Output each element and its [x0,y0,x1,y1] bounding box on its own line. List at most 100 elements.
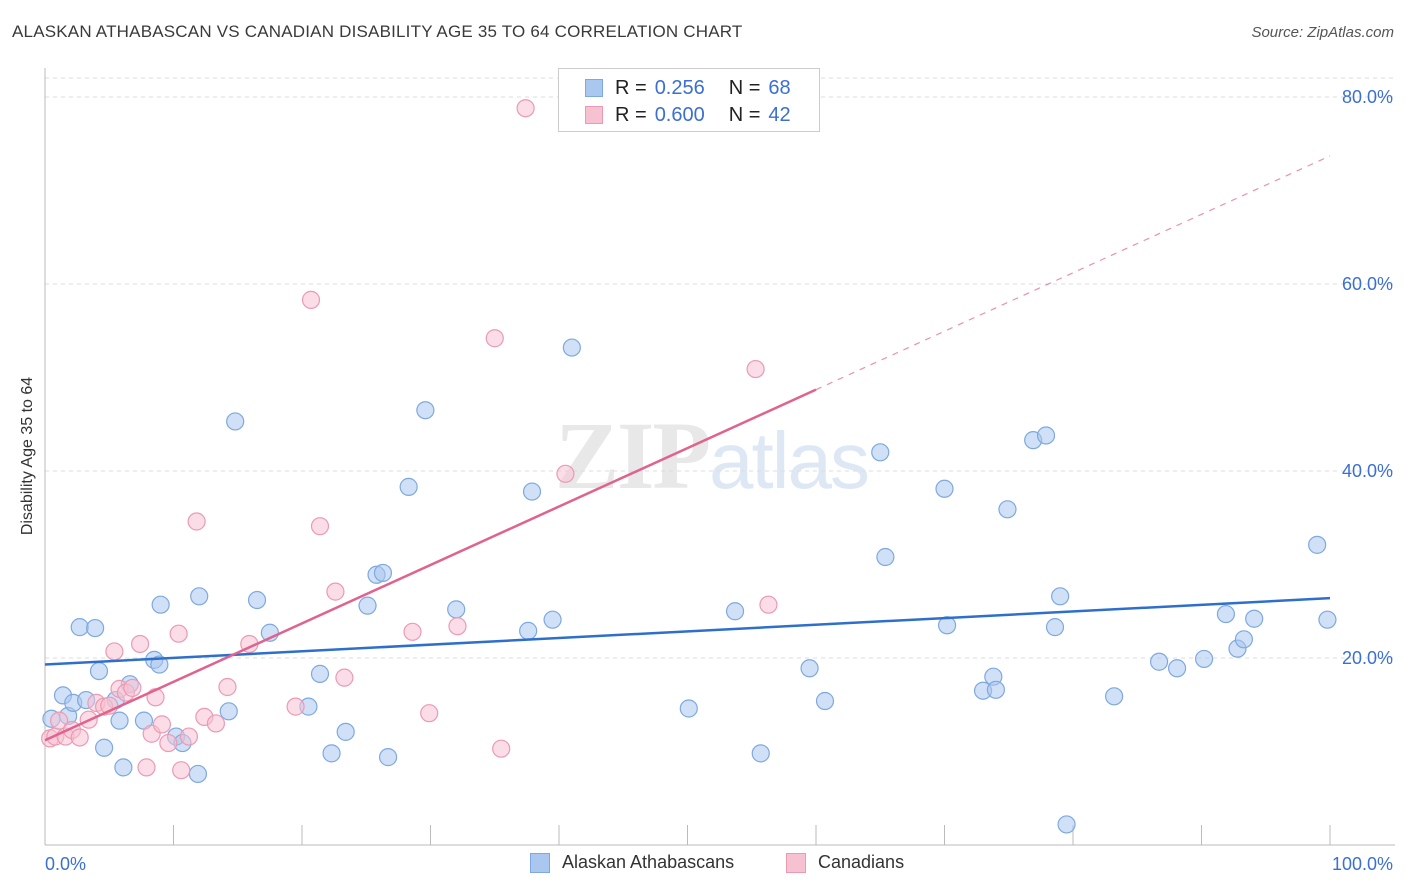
athabascan-point [562,338,581,357]
athabascan-point [378,748,398,767]
athabascan-point [70,618,89,637]
source-credit: Source: ZipAtlas.com [1251,24,1394,41]
canadian-point [105,642,124,661]
athabascan-point [986,680,1006,699]
canadian-point [310,517,330,536]
athabascan-point [114,758,133,777]
athabascan-point [110,711,129,730]
bottom-legend-swatch-blue [530,852,550,873]
athabascan-point [1318,610,1337,629]
canadian-point [169,624,188,643]
athabascan-point [1036,426,1056,445]
canadian-point [301,290,321,309]
athabascan-point [399,477,418,496]
canadian-point [420,704,439,723]
athabascan-point [188,764,208,784]
athabascan-point [336,722,355,741]
canadian-point [746,359,765,379]
athabascan-point [998,500,1017,519]
y-tick-label: 80.0% [1342,87,1393,107]
athabascan-point [1194,649,1214,669]
athabascan-point [876,547,895,567]
legend-swatch-pink [585,106,603,124]
athabascan-point [416,401,435,420]
canadian-point [218,677,237,697]
chart-title: ALASKAN ATHABASCAN VS CANADIAN DISABILIT… [12,22,743,41]
y-axis-label: Disability Age 35 to 64 [19,376,36,536]
canadian-point [137,758,156,777]
athabascan-point [310,664,330,683]
athabascan-point [447,600,466,619]
canadian-point [335,668,354,687]
athabascan-point [1308,535,1327,554]
y-tick-label: 40.0% [1342,461,1393,481]
canadian-point [326,582,345,601]
bottom-legend-canadians: Canadians [786,852,904,873]
n-value-canadians: 42 [768,103,791,126]
canadian-point [448,617,467,636]
canadian-point [403,622,422,641]
n-label: N = [728,103,761,126]
canadian-point [516,99,535,118]
canadian-point [759,595,778,614]
athabascan-point [322,744,341,763]
athabascan-point [373,563,393,583]
canadian-point [50,711,69,730]
athabascan-point [247,590,267,610]
athabascan-point [751,744,770,763]
canadian-point [179,727,199,746]
athabascan-point [358,596,377,615]
bottom-legend-label-canadians: Canadians [818,852,905,872]
y-tick-label: 60.0% [1342,274,1393,294]
athabascan-point [89,661,109,681]
canadian-point [172,761,191,780]
canadian-point [485,329,504,348]
athabascan-point [190,587,209,606]
legend-row-athabascans: R = 0.256 N = 68 [585,77,791,99]
canadian-point [556,464,575,483]
athabascan-point [151,595,170,614]
athabascan-point [1167,659,1187,678]
canadian-point [152,715,172,734]
athabascan-point [1216,604,1236,624]
athabascan-point [815,691,835,711]
athabascan-point [150,655,169,674]
athabascan-point [679,699,698,718]
r-label: R = [615,103,647,126]
athabascan-point [1045,618,1065,637]
canadian-point [130,634,150,654]
athabascan-point [1105,687,1124,706]
bottom-legend-swatch-pink [786,852,806,873]
x-tick-label: 100.0% [1332,854,1393,874]
athabascan-point [519,621,538,640]
canadian-point [206,714,226,733]
athabascan-point [1149,652,1169,671]
n-value-athabascans: 68 [768,76,791,99]
athabascan-point [871,443,890,462]
athabascan-point [1051,587,1070,606]
legend-row-canadians: R = 0.600 N = 42 [585,104,791,126]
correlation-legend: R = 0.256 N = 68 R = 0.600 N = 42 [558,68,820,132]
canadian-trendline [44,388,817,742]
athabascan-point [219,702,238,721]
athabascan-point [1057,815,1076,834]
athabascan-point [543,610,562,629]
athabascan-trendline [44,596,1331,666]
canadian-point [70,728,89,747]
bottom-legend-athabascans: Alaskan Athabascans [530,852,734,873]
r-value-canadians: 0.600 [654,103,705,126]
canadian-point [492,739,511,758]
x-tick-label: 0.0% [45,854,86,874]
athabascan-point [1234,630,1254,649]
r-label: R = [615,76,647,99]
canadian-point [159,733,178,753]
athabascan-point [725,602,745,621]
canadian-point [187,512,206,531]
canadian-trendline-extension [815,155,1331,391]
n-label: N = [728,76,761,99]
canadian-point [286,697,305,716]
r-value-athabascans: 0.256 [654,76,705,99]
bottom-legend-label-athabascans: Alaskan Athabascans [562,852,735,872]
canadian-point [123,678,142,698]
